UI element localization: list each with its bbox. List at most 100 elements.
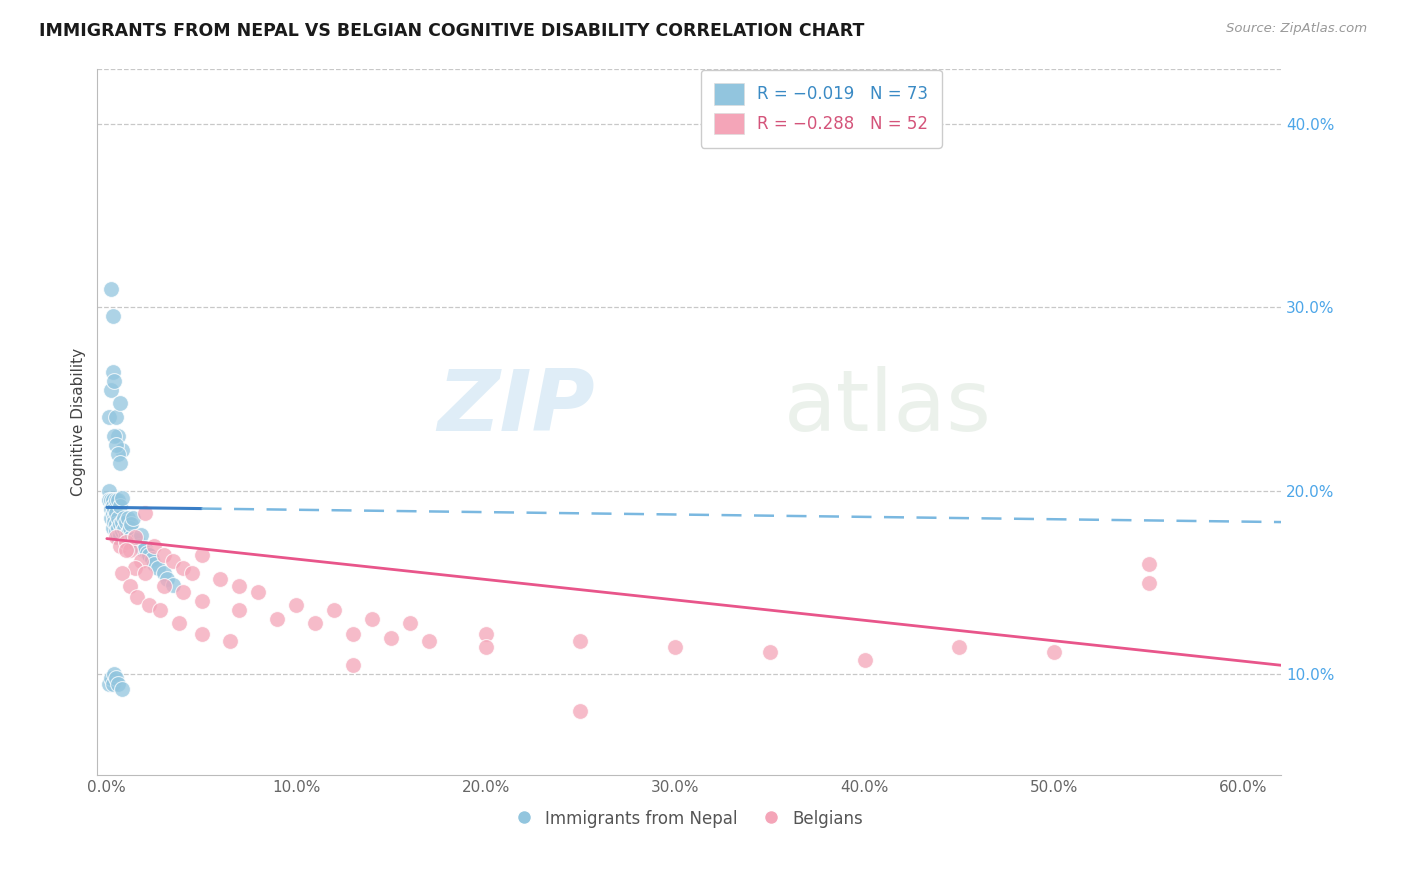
Text: atlas: atlas — [785, 367, 993, 450]
Point — [138, 548, 160, 562]
Text: IMMIGRANTS FROM NEPAL VS BELGIAN COGNITIVE DISABILITY CORRELATION CHART: IMMIGRANTS FROM NEPAL VS BELGIAN COGNITI… — [39, 22, 865, 40]
Point — [342, 658, 364, 673]
Point — [97, 676, 120, 690]
Point — [247, 585, 270, 599]
Point — [143, 558, 166, 572]
Point — [1137, 575, 1160, 590]
Point — [108, 528, 131, 542]
Point — [664, 640, 686, 654]
Point — [569, 634, 592, 648]
Point — [129, 528, 152, 542]
Point — [759, 645, 782, 659]
Point — [107, 530, 129, 544]
Point — [101, 310, 124, 324]
Point — [100, 502, 122, 516]
Point — [418, 634, 440, 648]
Point — [111, 566, 134, 581]
Point — [108, 516, 131, 531]
Point — [124, 535, 146, 549]
Point — [135, 546, 157, 560]
Point — [152, 566, 174, 581]
Point — [100, 282, 122, 296]
Point — [380, 631, 402, 645]
Point — [948, 640, 970, 654]
Point — [117, 526, 139, 541]
Point — [100, 671, 122, 685]
Point — [112, 511, 135, 525]
Point — [107, 676, 129, 690]
Point — [118, 542, 141, 557]
Point — [167, 616, 190, 631]
Point — [105, 438, 128, 452]
Point — [209, 572, 232, 586]
Point — [132, 542, 155, 557]
Point — [107, 447, 129, 461]
Point — [172, 585, 194, 599]
Point — [108, 539, 131, 553]
Point — [122, 532, 145, 546]
Point — [111, 682, 134, 697]
Point — [112, 523, 135, 537]
Point — [101, 499, 124, 513]
Point — [105, 530, 128, 544]
Point — [103, 515, 125, 529]
Point — [474, 640, 496, 654]
Point — [97, 410, 120, 425]
Text: ZIP: ZIP — [437, 367, 595, 450]
Point — [219, 634, 242, 648]
Point — [181, 566, 204, 581]
Point — [118, 579, 141, 593]
Point — [101, 676, 124, 690]
Point — [101, 520, 124, 534]
Point — [129, 554, 152, 568]
Point — [127, 533, 149, 548]
Point — [134, 566, 156, 581]
Point — [100, 383, 122, 397]
Point — [120, 530, 142, 544]
Point — [162, 554, 184, 568]
Point — [100, 493, 122, 508]
Text: Source: ZipAtlas.com: Source: ZipAtlas.com — [1226, 22, 1367, 36]
Point — [399, 616, 422, 631]
Point — [342, 627, 364, 641]
Point — [152, 548, 174, 562]
Point — [361, 612, 384, 626]
Point — [149, 603, 172, 617]
Point — [474, 627, 496, 641]
Point — [105, 410, 128, 425]
Point — [97, 483, 120, 498]
Point — [128, 539, 150, 553]
Point — [111, 524, 134, 539]
Point — [134, 541, 156, 555]
Point — [114, 515, 136, 529]
Point — [111, 515, 134, 529]
Point — [124, 530, 146, 544]
Point — [190, 548, 212, 562]
Point — [105, 671, 128, 685]
Point — [108, 499, 131, 513]
Point — [118, 533, 141, 548]
Point — [101, 506, 124, 520]
Point — [111, 491, 134, 506]
Point — [190, 594, 212, 608]
Point — [107, 429, 129, 443]
Point — [152, 579, 174, 593]
Point — [190, 627, 212, 641]
Point — [228, 603, 250, 617]
Point — [103, 667, 125, 681]
Point — [101, 493, 124, 508]
Point — [103, 429, 125, 443]
Point — [105, 516, 128, 531]
Point — [127, 591, 149, 605]
Point — [101, 364, 124, 378]
Point — [172, 561, 194, 575]
Point — [114, 528, 136, 542]
Point — [1043, 645, 1066, 659]
Point — [114, 535, 136, 549]
Point — [111, 443, 134, 458]
Point — [134, 506, 156, 520]
Point — [97, 493, 120, 508]
Point — [103, 374, 125, 388]
Point — [228, 579, 250, 593]
Point — [323, 603, 346, 617]
